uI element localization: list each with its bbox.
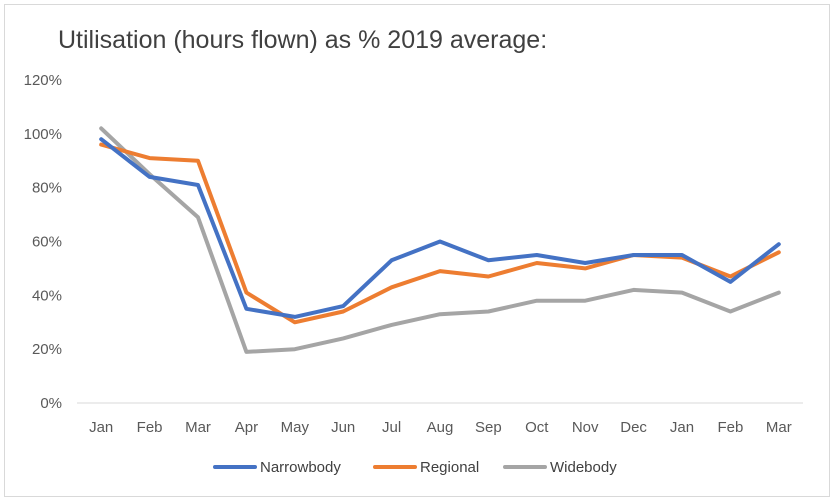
x-tick-label: Oct bbox=[525, 419, 549, 436]
x-tick-label: Mar bbox=[766, 419, 792, 436]
y-tick-label: 20% bbox=[32, 341, 62, 358]
y-tick-label: 0% bbox=[40, 395, 62, 412]
x-tick-label: Apr bbox=[235, 419, 258, 436]
legend: Narrowbody Regional Widebody bbox=[213, 459, 617, 476]
y-tick-label: 100% bbox=[24, 126, 62, 143]
x-tick-label: Jun bbox=[331, 419, 355, 436]
y-tick-label: 80% bbox=[32, 180, 62, 197]
x-tick-label: Feb bbox=[717, 419, 743, 436]
x-tick-label: Jan bbox=[89, 419, 113, 436]
y-tick-label: 120% bbox=[24, 72, 62, 89]
x-tick-label: Feb bbox=[137, 419, 163, 436]
legend-label-regional: Regional bbox=[420, 459, 479, 476]
y-axis-ticks: 0% 20% 40% 60% 80% 100% 120% bbox=[24, 72, 62, 412]
x-tick-label: Aug bbox=[427, 419, 454, 436]
x-tick-label: Jan bbox=[670, 419, 694, 436]
legend-label-widebody: Widebody bbox=[550, 459, 617, 476]
chart-title: Utilisation (hours flown) as % 2019 aver… bbox=[58, 26, 548, 54]
x-tick-label: Sep bbox=[475, 419, 502, 436]
x-axis-ticks: Jan Feb Mar Apr May Jun Jul Aug Sep Oct Nov Dec Jan F… bbox=[89, 419, 792, 436]
y-tick-label: 40% bbox=[32, 287, 62, 304]
series-lines bbox=[99, 126, 781, 354]
x-tick-label: Dec bbox=[620, 419, 647, 436]
x-tick-label: Mar bbox=[185, 419, 211, 436]
y-tick-label: 60% bbox=[32, 234, 62, 251]
x-tick-label: Jul bbox=[382, 419, 401, 436]
x-tick-label: May bbox=[281, 419, 310, 436]
legend-label-narrowbody: Narrowbody bbox=[260, 459, 341, 476]
x-tick-label: Nov bbox=[572, 419, 599, 436]
